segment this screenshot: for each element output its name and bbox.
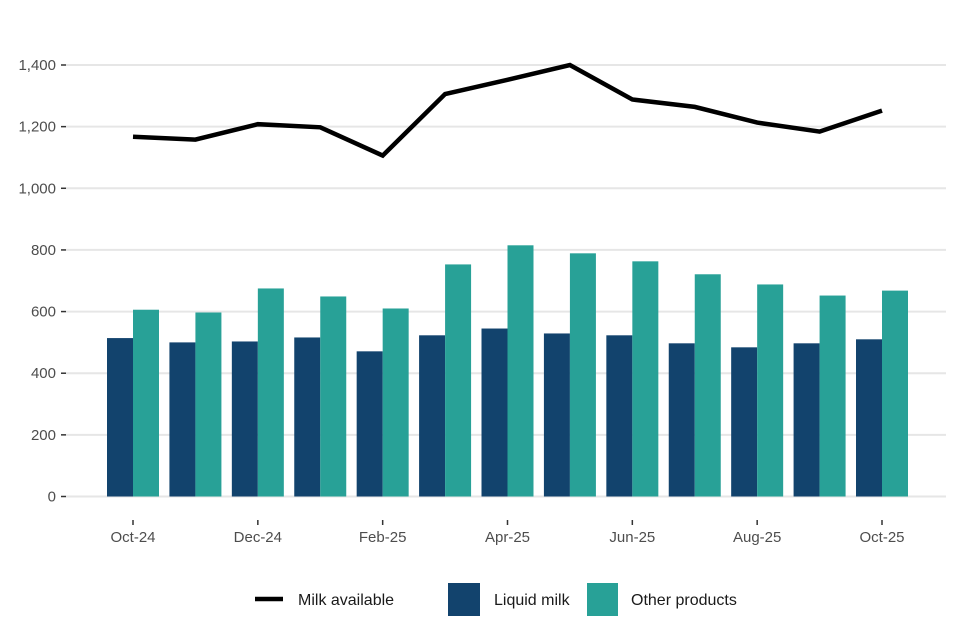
x-tick-label: Oct-25 bbox=[859, 529, 904, 546]
y-tick-label: 200 bbox=[31, 427, 56, 444]
y-tick-label: 600 bbox=[31, 304, 56, 321]
y-tick-label: 800 bbox=[31, 242, 56, 259]
bar-other-products bbox=[694, 274, 721, 497]
bar-liquid-milk bbox=[481, 328, 508, 497]
bar-other-products bbox=[133, 309, 159, 497]
bar-other-products bbox=[569, 253, 596, 497]
bar-liquid-milk bbox=[294, 337, 321, 497]
legend-swatch-other-products bbox=[587, 583, 618, 616]
legend-label-milk-available: Milk available bbox=[298, 592, 394, 609]
bar-other-products bbox=[507, 245, 534, 497]
x-tick-label: Jun-25 bbox=[609, 529, 655, 546]
y-tick-label: 1,200 bbox=[18, 119, 56, 136]
legend: Milk available Liquid milk Other products bbox=[255, 583, 737, 616]
bar-other-products bbox=[445, 264, 472, 497]
bar-liquid-milk bbox=[793, 343, 820, 497]
legend-label-other-products: Other products bbox=[631, 592, 737, 609]
x-axis: Oct-24 Dec-24 Feb-25 Apr-25 Jun-25 Aug-25 Oct-… bbox=[110, 520, 905, 546]
bar-other-products bbox=[382, 308, 409, 497]
bar-liquid-milk bbox=[169, 342, 196, 497]
bar-liquid-milk bbox=[543, 333, 570, 497]
milk-available-line-group bbox=[132, 62, 883, 159]
y-tick-label: 400 bbox=[31, 365, 56, 382]
bar-liquid-milk bbox=[231, 341, 258, 497]
bar-other-products bbox=[819, 295, 846, 497]
bar-other-products bbox=[257, 288, 284, 497]
bar-liquid-milk bbox=[419, 335, 446, 497]
x-tick-label: Feb-25 bbox=[359, 529, 407, 546]
x-tick-label: Dec-24 bbox=[234, 529, 282, 546]
bars bbox=[107, 245, 908, 497]
bar-other-products bbox=[195, 312, 222, 497]
bar-liquid-milk bbox=[856, 339, 882, 497]
bar-other-products bbox=[882, 290, 908, 497]
legend-swatch-liquid-milk bbox=[448, 583, 480, 616]
x-tick-label: Oct-24 bbox=[110, 529, 155, 546]
y-tick-label: 1,400 bbox=[18, 57, 56, 74]
bar-other-products bbox=[320, 296, 347, 497]
bar-liquid-milk bbox=[356, 351, 383, 497]
y-axis: 0 200 400 600 800 1,000 1,200 1,400 bbox=[18, 57, 66, 506]
bar-liquid-milk bbox=[668, 343, 695, 497]
x-tick-label: Apr-25 bbox=[485, 529, 530, 546]
y-tick-label: 0 bbox=[48, 489, 56, 506]
bar-liquid-milk bbox=[606, 335, 633, 497]
legend-label-liquid-milk: Liquid milk bbox=[494, 592, 571, 609]
milk-available-line bbox=[132, 62, 883, 159]
x-tick-label: Aug-25 bbox=[733, 529, 781, 546]
bar-liquid-milk bbox=[107, 338, 133, 497]
bar-other-products bbox=[757, 284, 784, 497]
bar-other-products bbox=[632, 261, 659, 497]
y-tick-label: 1,000 bbox=[18, 180, 56, 197]
bar-liquid-milk bbox=[731, 347, 758, 497]
